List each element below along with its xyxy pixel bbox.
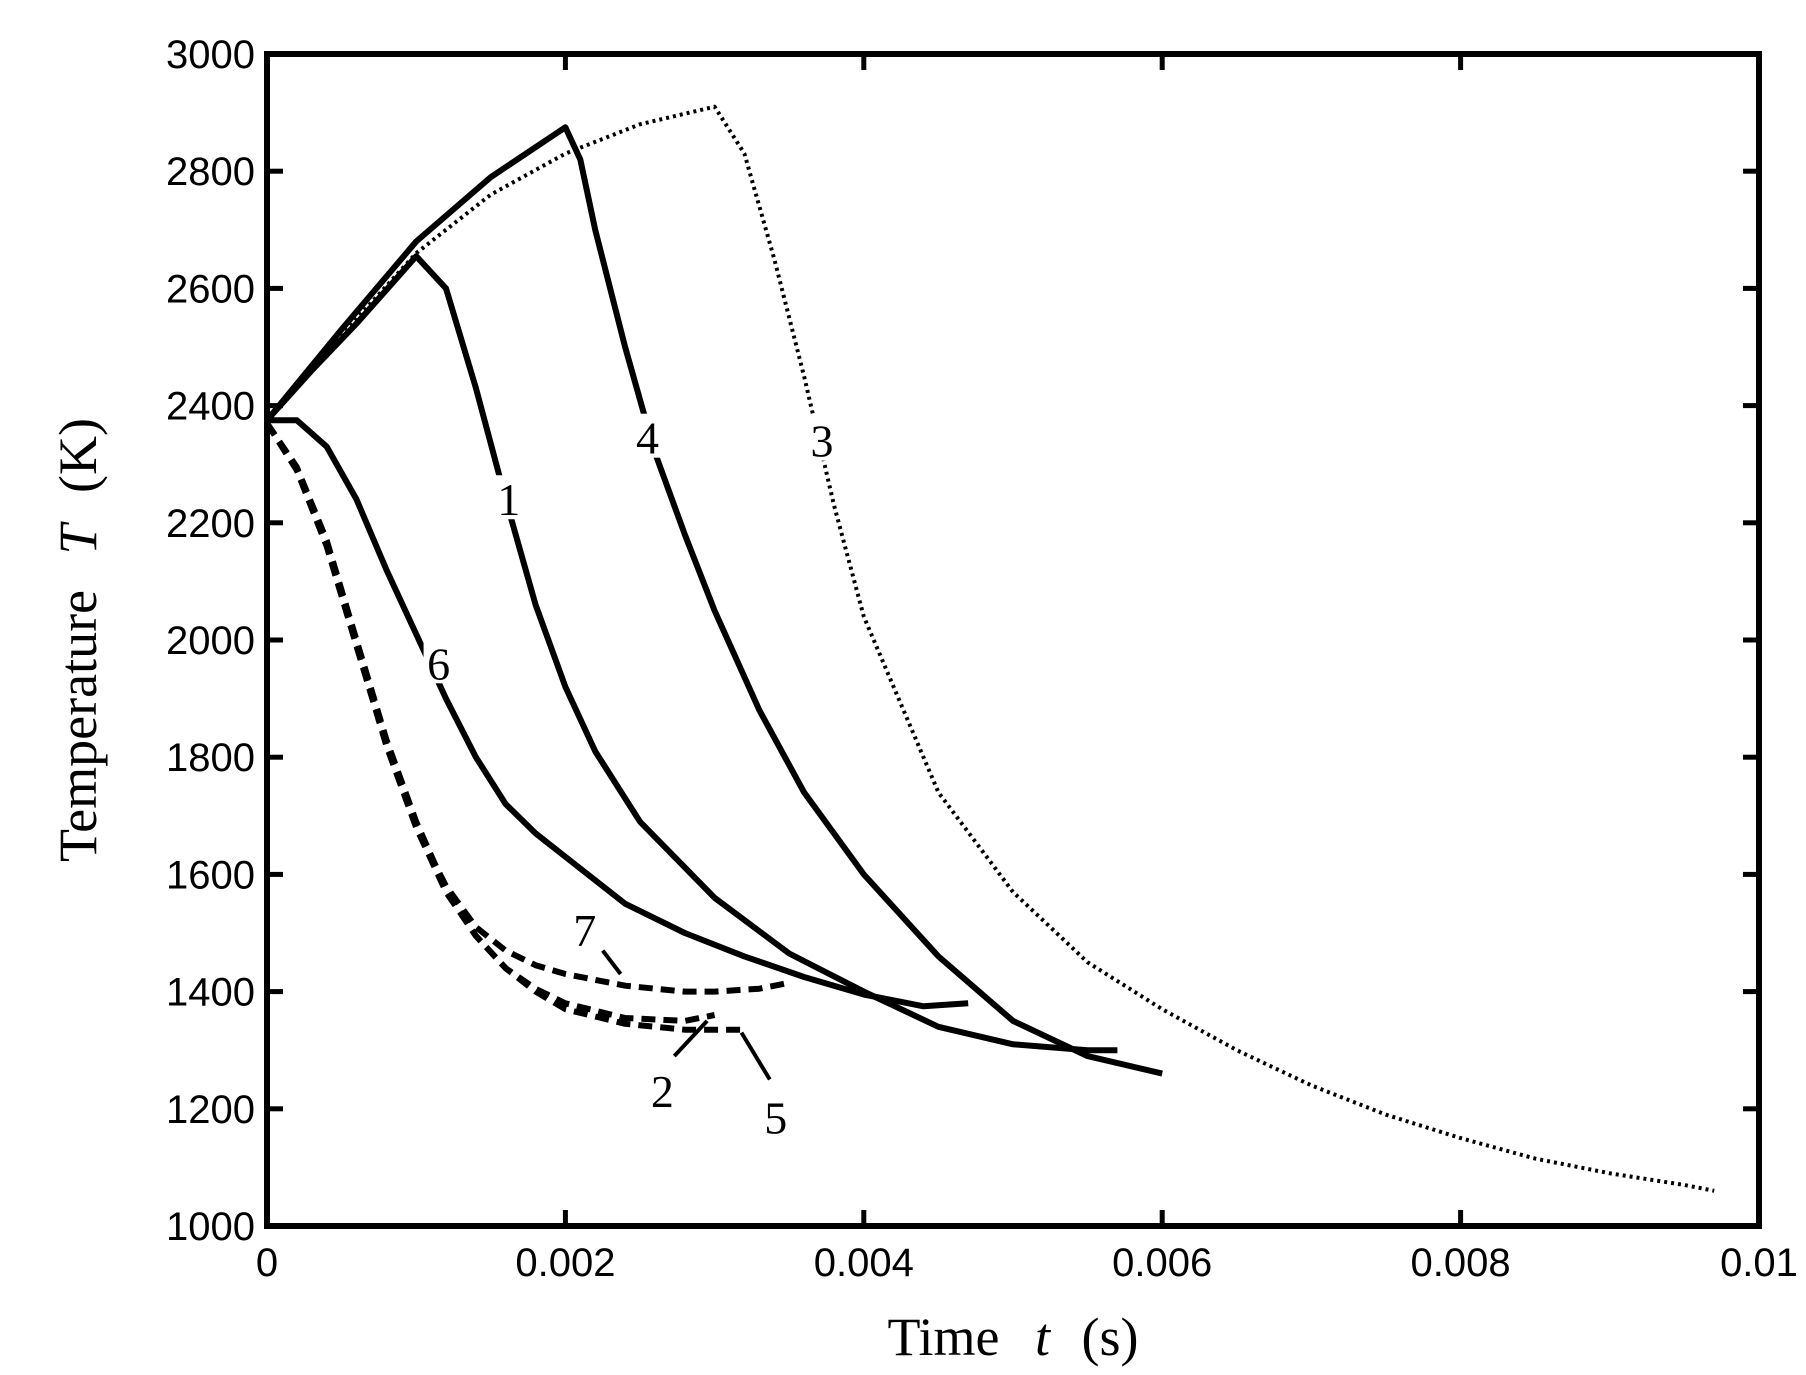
- y-axis-title: Temperature T (K): [48, 418, 108, 862]
- y-axis-title-symbol: T: [48, 520, 108, 554]
- x-tick-label: 0: [256, 1241, 278, 1285]
- curve-label-backdrop-2: [647, 1067, 678, 1112]
- curve-label-backdrop-7: [569, 905, 600, 950]
- y-tick-label: 1400: [166, 971, 255, 1015]
- y-tick-label: 1200: [166, 1088, 255, 1132]
- series-line-7: [264, 421, 790, 995]
- curve-label-backdrop-5: [760, 1093, 791, 1138]
- y-axis-title-unit: (K): [48, 418, 108, 493]
- x-tick-label: 0.002: [515, 1241, 615, 1285]
- curve-label-backdrop-4: [632, 413, 663, 458]
- y-tick-label: 1000: [166, 1205, 255, 1249]
- x-tick-label: 0.006: [1112, 1241, 1212, 1285]
- x-axis-title-unit: (s): [1082, 1307, 1139, 1367]
- x-axis-title: Time t (s): [887, 1307, 1138, 1367]
- y-tick-label: 2600: [166, 267, 255, 311]
- plot-frame: [264, 51, 1762, 1229]
- series-line-2: [264, 421, 716, 1024]
- y-tick-label: 1800: [166, 736, 255, 780]
- y-tick-label: 2200: [166, 502, 255, 546]
- x-axis-title-prefix: Time: [887, 1307, 999, 1367]
- series-line-3: [265, 104, 1715, 1193]
- curve-label-leader-5: [739, 1031, 772, 1081]
- curve-label-5: 5: [764, 1092, 787, 1143]
- y-tick-label: 1600: [166, 853, 255, 897]
- x-tick-label: 0.01: [1720, 1241, 1798, 1285]
- curve-label-backdrop-6: [423, 639, 454, 684]
- y-tick-label: 2000: [166, 619, 255, 663]
- curve-label-1: 1: [497, 474, 520, 525]
- curve-label-leader-7: [601, 949, 623, 976]
- tick-layer: 0 0.002 0.004 0.006 0.008 0.01 1000 1200 1400 160…: [166, 33, 1798, 1285]
- y-tick-label: 2800: [166, 150, 255, 194]
- curve-label-7: 7: [573, 905, 596, 956]
- curve-label-leader-2: [672, 1019, 709, 1058]
- y-tick-label: 2400: [166, 385, 255, 429]
- leader-layer: [601, 949, 772, 1081]
- curve-label-layer: 1 2 3 4 5 6 7: [423, 413, 838, 1143]
- x-tick-label: 0.004: [814, 1241, 914, 1285]
- curve-label-backdrop-1: [493, 475, 524, 520]
- curve-label-4: 4: [636, 413, 659, 464]
- curve-label-3: 3: [811, 416, 834, 467]
- series-line-4: [264, 124, 1163, 1077]
- series-layer: [264, 104, 1715, 1193]
- x-tick-label: 0.008: [1411, 1241, 1511, 1285]
- y-axis-title-prefix: Temperature: [48, 590, 108, 862]
- x-axis-title-symbol: t: [1035, 1307, 1052, 1367]
- curve-label-backdrop-3: [807, 416, 838, 461]
- y-tick-label: 3000: [166, 33, 255, 77]
- series-line-6: [267, 417, 969, 1010]
- curve-label-6: 6: [427, 638, 450, 689]
- series-line-1: [264, 253, 1118, 1054]
- curve-label-2: 2: [651, 1066, 674, 1117]
